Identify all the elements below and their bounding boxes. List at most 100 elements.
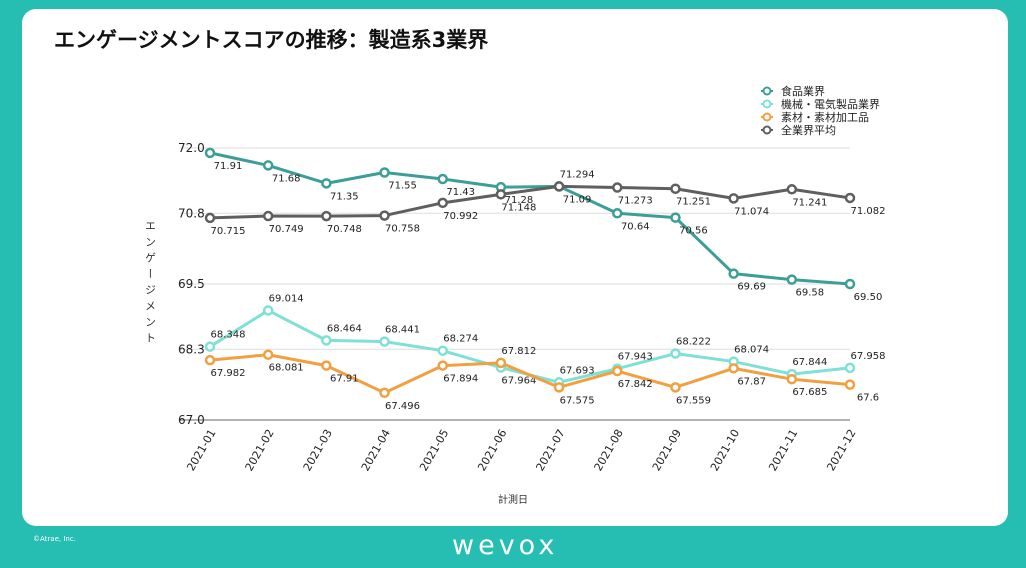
legend-label: 食品業界: [781, 84, 825, 98]
data-point: [379, 336, 390, 347]
data-label: 67.575: [560, 395, 595, 406]
data-label: 67.685: [792, 387, 827, 398]
data-point: [321, 360, 332, 371]
data-point: [437, 345, 448, 356]
data-point: [844, 362, 856, 374]
data-label: 70.748: [327, 224, 362, 235]
series-line: [209, 151, 851, 286]
data-point: [321, 210, 332, 222]
data-label: 67.943: [618, 352, 653, 363]
data-point: [204, 212, 216, 224]
data-point: [437, 197, 448, 209]
data-point: [321, 178, 332, 189]
legend-item: 素材・素材加工品: [761, 110, 869, 124]
data-label: 70.749: [269, 224, 304, 235]
page-title: エンゲージメントスコアの推移：製造系3業界: [54, 28, 489, 52]
legend-swatch-marker: [762, 99, 772, 109]
data-label: 71.074: [734, 206, 769, 217]
data-label: 67.87: [737, 376, 766, 387]
legend-swatch-marker: [762, 86, 772, 96]
x-tick-label: 2021-12: [824, 427, 858, 473]
data-label: 67.812: [501, 346, 536, 357]
data-point: [786, 274, 798, 285]
data-label: 68.074: [734, 345, 769, 356]
data-label: 69.014: [269, 293, 304, 304]
data-label: 70.715: [211, 226, 246, 237]
x-tick-label: 2021-05: [417, 427, 451, 473]
y-tick-label: 68.3: [178, 342, 205, 356]
data-label: 71.35: [330, 191, 359, 202]
data-point: [670, 348, 681, 359]
data-point: [612, 182, 623, 193]
data-label: 68.274: [443, 334, 478, 345]
data-point: [262, 210, 274, 222]
data-point: [786, 184, 798, 195]
data-point: [204, 354, 216, 366]
x-tick-label: 2021-01: [184, 427, 218, 473]
y-tick-label: 70.8: [178, 206, 205, 220]
data-label: 67.958: [851, 351, 886, 362]
data-label: 71.68: [272, 173, 301, 184]
data-point: [553, 181, 565, 192]
data-point: [437, 173, 448, 185]
x-tick-label: 2021-11: [766, 427, 800, 473]
data-label: 67.844: [792, 357, 827, 368]
data-label: 71.251: [676, 197, 711, 208]
data-point: [670, 382, 681, 393]
legend-swatch-marker: [762, 125, 772, 135]
x-tick-label: 2021-03: [301, 427, 335, 473]
data-point: [670, 212, 681, 223]
x-tick-label: 2021-04: [359, 427, 393, 473]
data-label: 71.148: [501, 202, 536, 213]
series-2: 68.348 69.014 68.464 68.441 68.274 67.964 67.6…: [204, 293, 886, 388]
data-label: 71.28: [505, 195, 534, 206]
data-label: 70.758: [385, 224, 420, 235]
legend-swatch-marker: [762, 112, 772, 122]
x-axis: 2021-01 2021-02 2021-03 2021-04 2021-05 2021-…: [184, 427, 858, 473]
chart-card: [22, 9, 1008, 526]
data-label: 67.496: [385, 401, 420, 412]
data-label: 71.082: [851, 206, 886, 217]
legend-item: 全業界平均: [761, 123, 836, 137]
data-point: [379, 167, 390, 178]
data-point: [844, 278, 856, 290]
data-label: 67.894: [443, 374, 478, 385]
data-label: 71.91: [214, 161, 243, 172]
y-axis-label: エンゲージメント: [144, 220, 157, 348]
data-point: [321, 335, 332, 346]
data-point: [379, 210, 390, 221]
data-label: 68.081: [269, 363, 304, 374]
legend-item: 機械・電気製品業界: [761, 97, 880, 111]
gridlines: [180, 147, 850, 421]
data-label: 67.982: [211, 368, 246, 379]
data-point: [844, 379, 856, 390]
data-label: 67.6: [857, 393, 879, 404]
data-point: [786, 373, 798, 385]
series-group: 71.91 71.68 71.35 71.55 71.43 71.28 71.294 70.6…: [204, 147, 886, 412]
data-label: 69.58: [795, 288, 824, 299]
data-point: [379, 387, 390, 399]
data-label: 71.09: [563, 194, 592, 205]
data-label: 69.69: [737, 282, 766, 293]
data-point: [495, 189, 507, 200]
x-tick-label: 2021-09: [650, 427, 684, 473]
data-label: 67.693: [560, 365, 595, 376]
x-tick-label: 2021-08: [592, 427, 626, 473]
series-line: [209, 184, 851, 220]
data-point: [262, 349, 274, 360]
legend-label: 全業界平均: [781, 123, 836, 137]
data-point: [204, 341, 216, 352]
data-label: 71.241: [792, 197, 827, 208]
brand-logo: wevox: [452, 530, 559, 561]
data-label: 71.273: [618, 196, 653, 207]
data-point: [262, 305, 274, 316]
data-point: [844, 192, 856, 204]
data-point: [728, 193, 739, 204]
data-point: [553, 382, 565, 393]
data-point: [670, 183, 681, 194]
series-3: 67.982 68.081 67.91 67.496 67.894 67.812 67.57…: [204, 346, 879, 412]
data-point: [728, 268, 739, 279]
data-label: 70.56: [679, 226, 708, 237]
data-point: [437, 360, 448, 371]
